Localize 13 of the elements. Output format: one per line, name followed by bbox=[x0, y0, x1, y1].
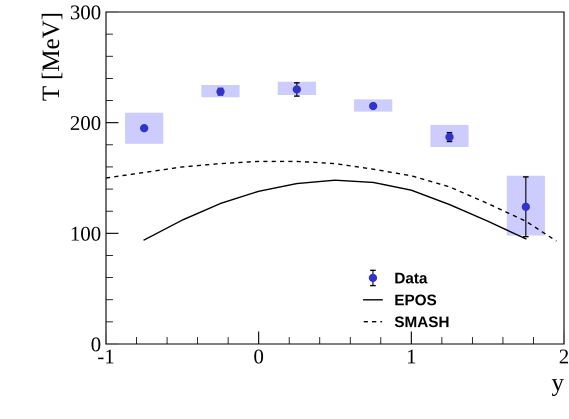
legend-label: EPOS bbox=[395, 294, 436, 306]
x-tick-label: 1 bbox=[408, 350, 416, 364]
x-axis-title: y bbox=[552, 379, 564, 396]
x-tick-label: 0 bbox=[254, 349, 264, 364]
y-axis-title: T [MeV] bbox=[42, 14, 62, 101]
y-tick-label: 200 bbox=[70, 116, 100, 130]
y-tick-label: 100 bbox=[72, 226, 100, 241]
y-tick-label: 300 bbox=[70, 5, 100, 20]
y-tick-label: 0 bbox=[92, 337, 100, 352]
legend-label: SMASH bbox=[394, 316, 448, 328]
x-tick-label: 2 bbox=[560, 350, 568, 364]
x-tick-label: -1 bbox=[98, 350, 114, 364]
legend-label: Data bbox=[395, 272, 428, 284]
